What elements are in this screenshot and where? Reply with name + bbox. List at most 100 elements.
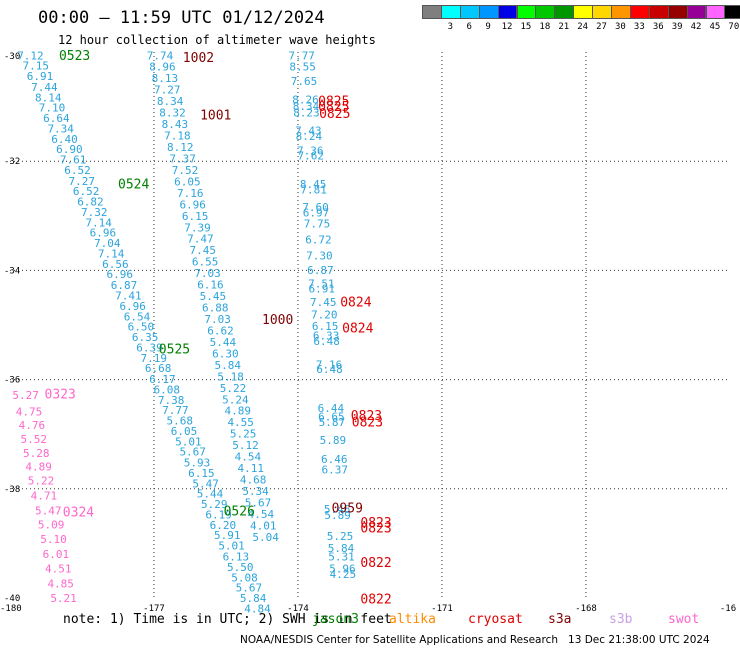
- wave-height-value: 7.04: [94, 237, 121, 250]
- wave-height-value: 7.12: [17, 49, 44, 62]
- colorbar-label: 18: [539, 22, 551, 32]
- wave-height-value: 6.82: [77, 196, 104, 209]
- wave-height-value: 4.85: [47, 577, 74, 590]
- wave-height-value: 7.03: [194, 267, 221, 280]
- wave-height-value: 7.52: [172, 164, 199, 177]
- wave-height-value: 7.34: [47, 122, 74, 135]
- wave-height-value: 7.65: [291, 75, 318, 88]
- wave-height-value: 7.77: [162, 404, 189, 417]
- wave-height-value: 7.81: [300, 184, 327, 197]
- lat-tick-label: -32: [4, 157, 20, 167]
- lon-tick-label: -16: [720, 604, 736, 614]
- wave-height-value: 4.71: [31, 489, 58, 502]
- colorbar-label: 15: [520, 22, 532, 32]
- wave-height-value: 7.36: [297, 144, 324, 157]
- lon-tick-label: -177: [143, 604, 165, 614]
- wave-height-value: 6.50: [128, 321, 155, 334]
- colorbar-label: 30: [615, 22, 626, 32]
- lon-tick-label: -180: [0, 604, 22, 614]
- lat-tick-label: -34: [4, 266, 20, 276]
- wave-height-value: 5.31: [328, 551, 355, 564]
- wave-height-value: 6.56: [102, 258, 129, 271]
- wave-height-value: 7.14: [98, 247, 125, 260]
- wave-height-value: 6.37: [322, 464, 349, 477]
- wave-height-value: 7.15: [22, 60, 49, 73]
- wave-height-value: 5.22: [220, 382, 247, 395]
- lat-tick-label: -30: [4, 52, 20, 62]
- wave-height-value: 4.25: [330, 568, 357, 581]
- wave-height-value: 5.29: [201, 498, 228, 511]
- colorbar-label: 24: [577, 22, 589, 32]
- wave-height-value: 7.75: [304, 217, 331, 230]
- track-middle: 7.748.968.137.278.348.328.437.188.127.37…: [147, 49, 279, 544]
- credit-text: NOAA/NESDIS Center for Satellite Applica…: [240, 634, 558, 646]
- wave-height-value: 5.24: [222, 393, 249, 406]
- lat-tick-label: -38: [4, 485, 20, 495]
- wave-height-value: 5.91: [214, 529, 241, 542]
- wave-height-value: 6.90: [56, 143, 83, 156]
- colorbar-label: 12: [501, 22, 513, 32]
- wave-height-value: 4.84: [244, 602, 271, 615]
- wave-height-value: 5.84: [240, 592, 267, 605]
- wave-height-value: 6.40: [51, 133, 78, 146]
- wave-height-value: 6.54: [124, 310, 151, 323]
- lat-tick-label: -40: [4, 594, 20, 604]
- wave-height-value: 5.01: [218, 540, 245, 553]
- colorbar-swatch: [724, 5, 740, 19]
- pass-time-label: 0526: [224, 505, 255, 520]
- wave-height-value: 5.52: [21, 433, 47, 446]
- map-gridlines: [10, 52, 730, 598]
- wave-height-value: 5.47: [35, 505, 62, 518]
- wave-height-value: 5.25: [230, 428, 257, 441]
- wave-height-value: 6.87: [111, 279, 138, 292]
- footer-credit: NOAA/NESDIS Center for Satellite Applica…: [240, 634, 710, 646]
- wave-height-value: 6.39: [136, 341, 163, 354]
- lon-tick-label: -168: [575, 604, 597, 614]
- wave-height-value: 7.18: [164, 130, 191, 143]
- units-note: note: 1) Time is in UTC; 2) SWH is in fe…: [63, 612, 392, 627]
- wave-height-value: 4.55: [227, 416, 254, 429]
- track-east: 7.778.557.65 8.268.348.23 7.438.247.367.62…: [288, 49, 356, 581]
- wave-height-value: 4.51: [45, 563, 72, 576]
- pass-time-label: 0822: [360, 556, 391, 571]
- wave-height-value: 5.87: [319, 416, 346, 429]
- colorbar-label: 33: [633, 22, 645, 32]
- pass-time-label: 0324: [63, 505, 94, 520]
- wave-height-value: 4.54: [235, 451, 262, 464]
- wave-height-value: 7.32: [81, 206, 108, 219]
- colorbar-label: 45: [709, 22, 721, 32]
- wave-height-value: 6.55: [192, 256, 219, 269]
- wave-height-value: 7.62: [298, 150, 325, 163]
- satellite-legend-s3a: s3a: [548, 612, 572, 627]
- wave-height-value: 5.28: [23, 447, 50, 460]
- wave-height-value: 8.45: [300, 178, 327, 191]
- colorbar-label: 6: [466, 22, 472, 32]
- wave-height-value: 6.96: [106, 268, 133, 281]
- wave-height-value: 7.38: [158, 394, 185, 407]
- colorbar-label: 21: [558, 22, 570, 32]
- wave-height-value: 5.84: [214, 359, 241, 372]
- wave-height-value: 6.96: [119, 300, 146, 313]
- colorbar-label: 39: [671, 22, 683, 32]
- wave-height-value: 5.45: [200, 290, 227, 303]
- wave-height-value: 8.14: [35, 91, 62, 104]
- pass-time-label: 0824: [342, 321, 373, 336]
- wave-height-value: 6.88: [202, 302, 229, 315]
- wave-height-value: 6.68: [145, 362, 172, 375]
- pass-time-label: 0823: [352, 416, 383, 431]
- pass-time-label: 1000: [262, 313, 293, 328]
- satellite-legend-swot: swot: [668, 612, 700, 627]
- pass-time-label: 0825: [318, 100, 349, 115]
- wave-height-value: 7.19: [141, 352, 168, 365]
- wave-height-value: 6.15: [188, 467, 215, 480]
- colorbar-label: 42: [690, 22, 702, 32]
- wave-height-value: 6.44: [318, 402, 345, 415]
- wave-height-value: 6.96: [90, 227, 117, 240]
- wave-height-value: 5.22: [28, 475, 55, 488]
- wave-height-value: 5.21: [50, 592, 77, 605]
- wave-height-value: 8.13: [152, 72, 179, 85]
- map-subtitle: 12 hour collection of altimeter wave hei…: [58, 33, 376, 47]
- wave-height-value: 4.11: [238, 462, 265, 475]
- colorbar-label: 70: [728, 22, 740, 32]
